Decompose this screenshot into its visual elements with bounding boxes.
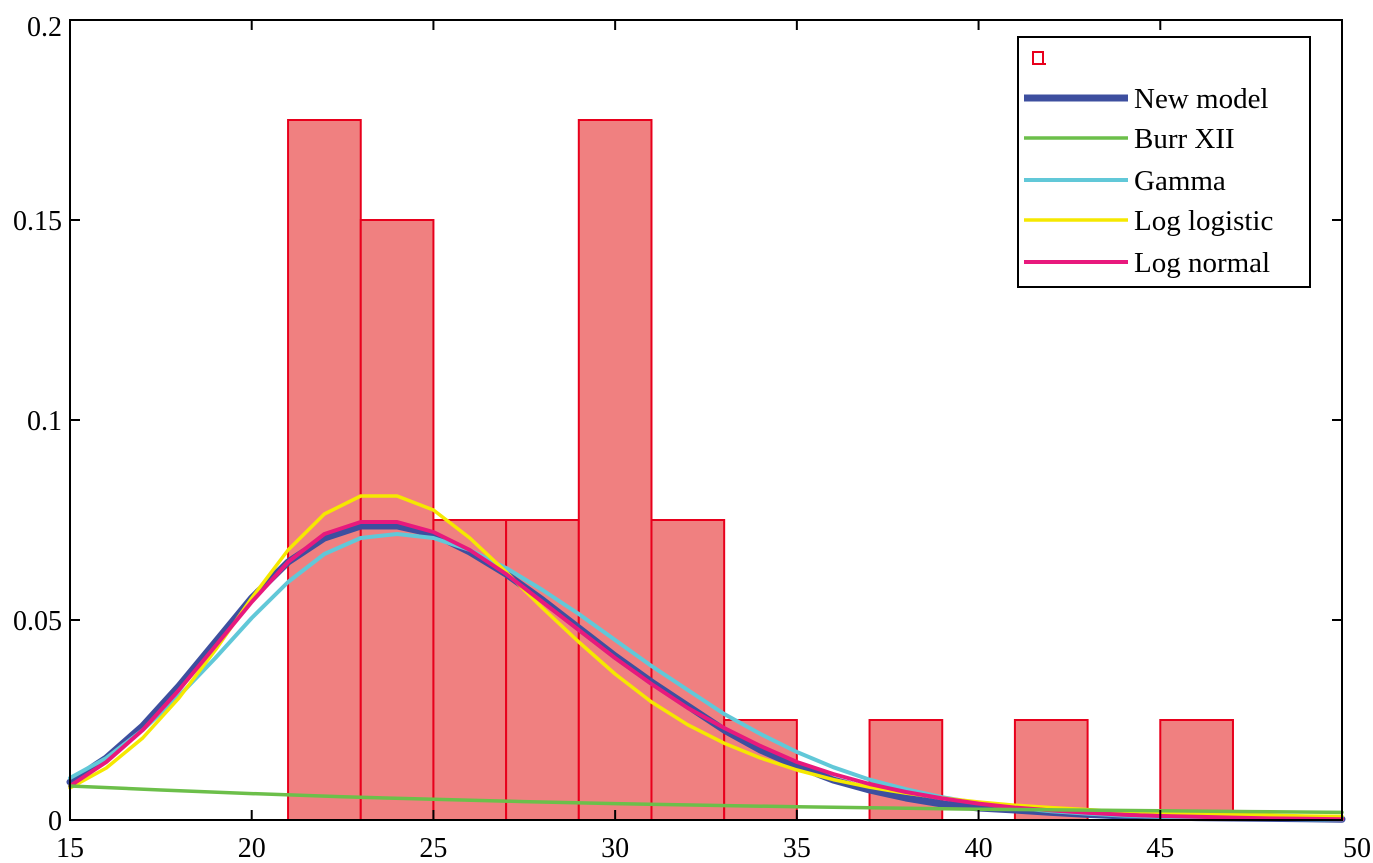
density-curves [66,494,1346,823]
legend-histogram-marker [1032,51,1046,65]
legend-label: Gamma [1134,165,1226,197]
y-tick-label: 0.15 [13,206,62,237]
series-line-burr-xii [68,784,1344,815]
y-tick-label: 0.05 [13,606,62,637]
y-tick-label: 0.2 [27,12,62,43]
histogram-bar [650,519,726,821]
y-tick-label: 0.1 [27,406,62,437]
x-tick-label: 30 [601,833,629,863]
x-tick-label: 20 [238,833,266,863]
legend-label: Log normal [1134,247,1270,279]
x-tick-label: 25 [419,833,447,863]
histogram-bar [1159,719,1234,821]
x-tick-label: 15 [56,833,84,863]
axis-tick-labels: 15 20 25 30 35 40 45 50 0 0.05 0.1 0.15 0.2 [13,12,1371,863]
legend-label: New model [1134,83,1269,115]
series-line-log-normal [68,520,1344,822]
histogram-bar [577,119,653,821]
x-tick-label: 40 [965,833,993,863]
legend-box [1017,36,1311,288]
legend: New model Burr XII Gamma Log logistic Log no… [1017,36,1311,288]
histogram-bar [505,519,580,821]
legend-label: Burr XII [1134,123,1235,155]
histogram-bars [287,119,1234,821]
histogram-bar [287,119,362,821]
legend-label: Log logistic [1134,205,1273,237]
axis-ticks [69,19,1343,821]
y-tick-label: 0 [48,806,62,837]
x-tick-label: 35 [783,833,811,863]
x-tick-label: 50 [1343,833,1371,863]
x-tick-label: 45 [1146,833,1174,863]
